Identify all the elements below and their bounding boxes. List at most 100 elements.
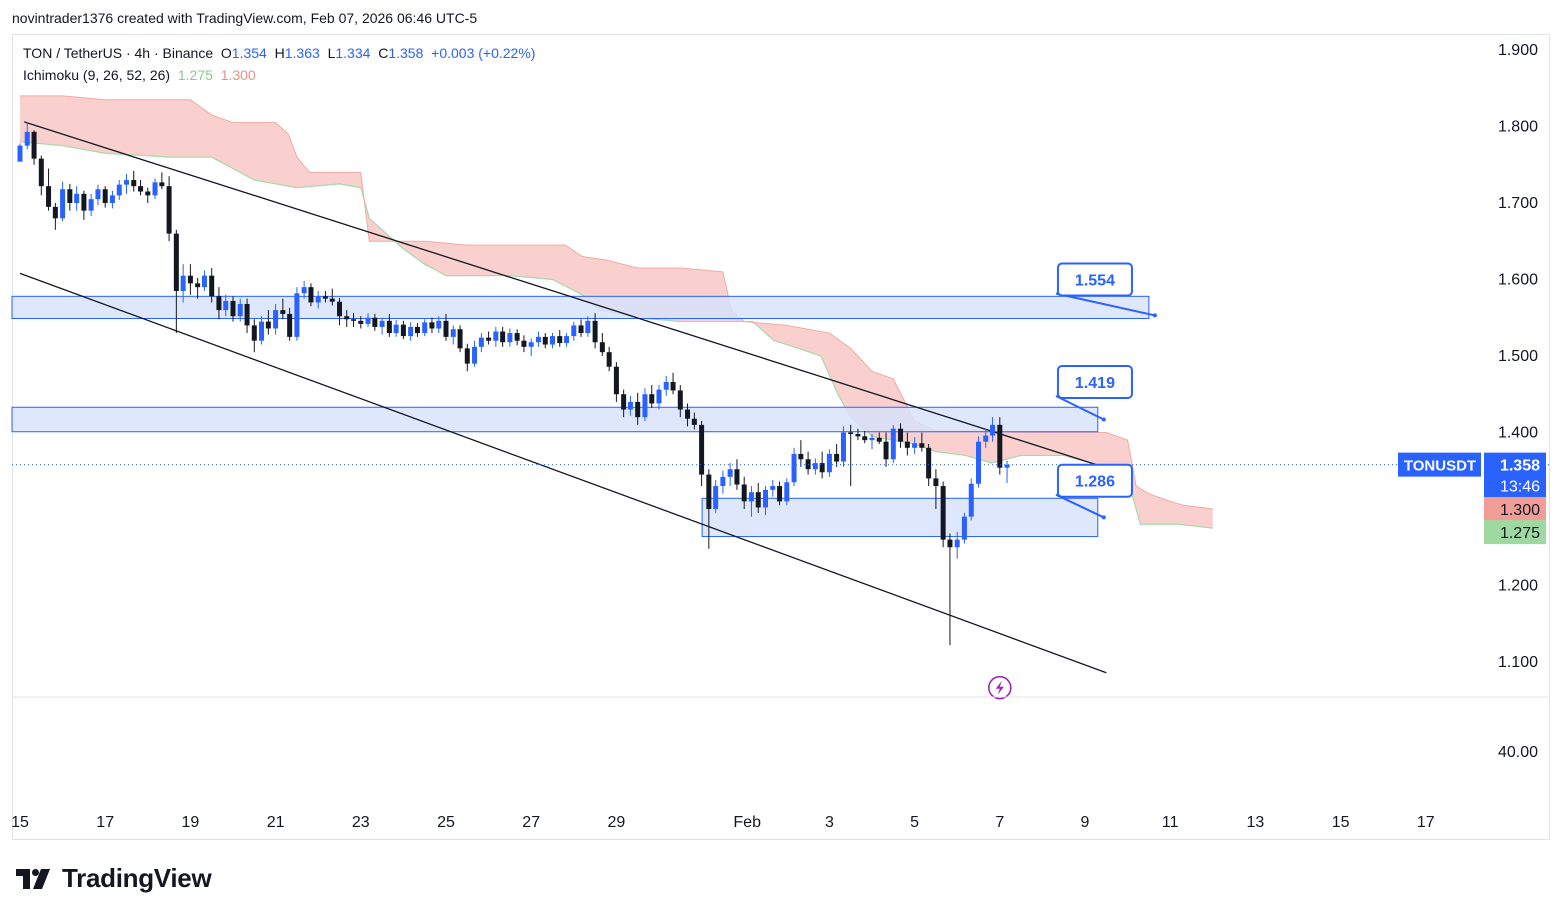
indicator-tag-value: 1.300 — [1500, 502, 1540, 519]
candle-body — [152, 182, 158, 196]
price-axis[interactable]: 1.900 1.800 1.700 1.600 1.500 1.400 1.200 1.100… — [12, 42, 1550, 761]
upper-channel-line — [24, 121, 1111, 470]
candle-body — [145, 191, 151, 196]
candle — [109, 190, 115, 209]
candle — [848, 424, 854, 487]
candle — [173, 229, 179, 334]
candle-body — [727, 469, 733, 477]
candle-body — [287, 313, 293, 337]
candle-body — [848, 432, 854, 435]
candle-body — [422, 322, 428, 334]
candle-body — [251, 325, 257, 341]
tradingview-brand[interactable]: TradingView — [16, 863, 212, 894]
candle — [940, 481, 946, 548]
candle — [24, 121, 30, 150]
candle-body — [997, 424, 1003, 468]
indicator-name[interactable]: Ichimoku (9, 26, 52, 26) — [23, 67, 171, 83]
candle-body — [315, 296, 321, 303]
candle-body — [904, 441, 910, 448]
trend-channel — [19, 121, 1111, 674]
candle — [308, 283, 314, 307]
candle-body — [521, 340, 527, 347]
candle — [727, 463, 733, 487]
candle-body — [195, 283, 201, 288]
candle-body — [436, 320, 442, 329]
candle — [961, 512, 967, 544]
symbol-tag-text: TONUSDT — [1404, 458, 1476, 475]
candle — [344, 310, 350, 327]
indicator-tag-box — [1484, 497, 1546, 521]
candle — [954, 531, 960, 559]
candle-body — [209, 275, 215, 297]
candle — [535, 331, 541, 347]
candle — [52, 203, 58, 230]
candle-body — [585, 320, 591, 334]
candle-body — [940, 486, 946, 540]
candle — [429, 317, 435, 334]
candle — [763, 486, 768, 516]
candle-body — [755, 492, 761, 508]
x-tick-label: 11 — [1162, 814, 1179, 831]
candle — [784, 478, 790, 506]
candle — [294, 287, 300, 341]
candle-body — [976, 441, 981, 484]
candle — [46, 168, 52, 211]
callout-anchor — [1152, 313, 1157, 318]
candle — [223, 294, 229, 317]
candle — [883, 432, 889, 467]
candle-body — [386, 320, 392, 334]
x-tick-label: 5 — [910, 814, 919, 831]
candle-body — [329, 298, 335, 302]
candle — [890, 424, 896, 464]
candle-body — [301, 287, 307, 294]
candle-body — [649, 394, 655, 404]
candle — [663, 375, 669, 396]
candle-body — [699, 424, 705, 475]
candle — [209, 268, 215, 303]
candle — [898, 423, 904, 448]
candle — [31, 130, 37, 165]
cloud-span-a-line — [20, 95, 1213, 510]
candle-body — [954, 539, 960, 548]
callout-pointer — [1055, 292, 1156, 317]
candle-body — [478, 337, 484, 347]
candle — [145, 187, 151, 203]
candle-body — [180, 275, 186, 291]
lower-pane-label: 40.00 — [1498, 744, 1538, 761]
candle — [862, 430, 868, 444]
candle-body — [265, 321, 271, 329]
x-tick-label: 15 — [11, 814, 29, 831]
candle — [124, 173, 129, 194]
candle — [315, 290, 321, 309]
candle — [237, 298, 243, 322]
candle-body — [826, 453, 832, 473]
candle — [947, 533, 953, 646]
y-tick-label: 1.100 — [1498, 654, 1538, 671]
candle — [635, 392, 641, 425]
time-axis[interactable]: 15 17 19 21 23 25 27 29 Feb 3 5 7 9 11 13 15 17 — [11, 814, 1435, 831]
symbol-info[interactable]: TON / TetherUS · 4h · Binance — [23, 45, 214, 61]
indicator-legend[interactable]: Ichimoku (9, 26, 52, 26) 1.275 1.300 — [23, 67, 256, 83]
candle — [564, 333, 570, 347]
candle-body — [912, 443, 918, 448]
callout-pointer — [1055, 395, 1105, 421]
candle-body — [17, 145, 23, 162]
candle-body — [131, 180, 137, 187]
candle-body — [173, 233, 179, 291]
callout-anchor — [1101, 515, 1106, 520]
candle-body — [187, 275, 193, 284]
x-tick-label: 13 — [1247, 814, 1265, 831]
candle — [265, 310, 271, 335]
x-tick-label: 17 — [96, 814, 114, 831]
chart-frame — [12, 34, 1550, 840]
candle-body — [52, 206, 58, 219]
candle-body — [968, 483, 974, 517]
candle — [627, 395, 633, 416]
candle — [550, 333, 555, 349]
callout-label: 1.286 — [1075, 474, 1115, 491]
candle-body — [855, 434, 861, 437]
candle-body — [663, 382, 669, 390]
current-price-tag — [1484, 452, 1546, 499]
candle-body — [67, 189, 73, 203]
